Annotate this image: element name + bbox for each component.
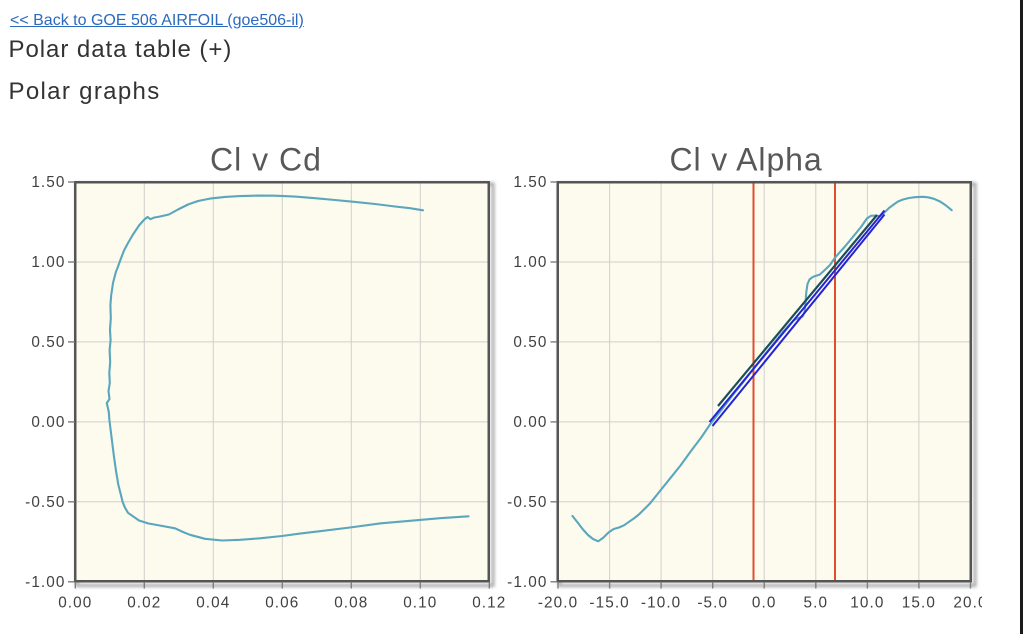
svg-text:0.04: 0.04	[196, 594, 230, 611]
svg-text:-1.00: -1.00	[507, 574, 547, 591]
svg-text:Cl v Alpha: Cl v Alpha	[669, 142, 822, 178]
svg-text:-0.50: -0.50	[25, 494, 65, 511]
svg-text:20.0: 20.0	[953, 594, 987, 611]
svg-text:-1.00: -1.00	[25, 574, 65, 591]
svg-text:0.50: 0.50	[31, 334, 65, 351]
svg-text:1.00: 1.00	[513, 254, 547, 271]
svg-text:1.00: 1.00	[31, 254, 65, 271]
svg-text:0.12: 0.12	[472, 594, 506, 611]
svg-text:0.08: 0.08	[334, 594, 368, 611]
svg-text:0.0: 0.0	[752, 594, 777, 611]
svg-text:-0.50: -0.50	[507, 494, 547, 511]
svg-text:5.0: 5.0	[804, 594, 829, 611]
svg-text:0.02: 0.02	[127, 594, 161, 611]
svg-text:0.10: 0.10	[403, 594, 437, 611]
svg-text:Cl v Cd: Cl v Cd	[210, 142, 322, 178]
svg-text:0.00: 0.00	[31, 414, 65, 431]
svg-text:0.00: 0.00	[513, 414, 547, 431]
svg-text:1.50: 1.50	[31, 174, 65, 191]
svg-text:-5.0: -5.0	[697, 594, 728, 611]
svg-text:0.00: 0.00	[58, 594, 92, 611]
svg-text:0.06: 0.06	[265, 594, 299, 611]
svg-text:-20.0: -20.0	[538, 594, 578, 611]
svg-text:-15.0: -15.0	[589, 594, 629, 611]
svg-text:0.50: 0.50	[513, 334, 547, 351]
svg-text:10.0: 10.0	[850, 594, 884, 611]
svg-text:-10.0: -10.0	[641, 594, 681, 611]
svg-text:1.50: 1.50	[513, 174, 547, 191]
svg-text:15.0: 15.0	[902, 594, 936, 611]
